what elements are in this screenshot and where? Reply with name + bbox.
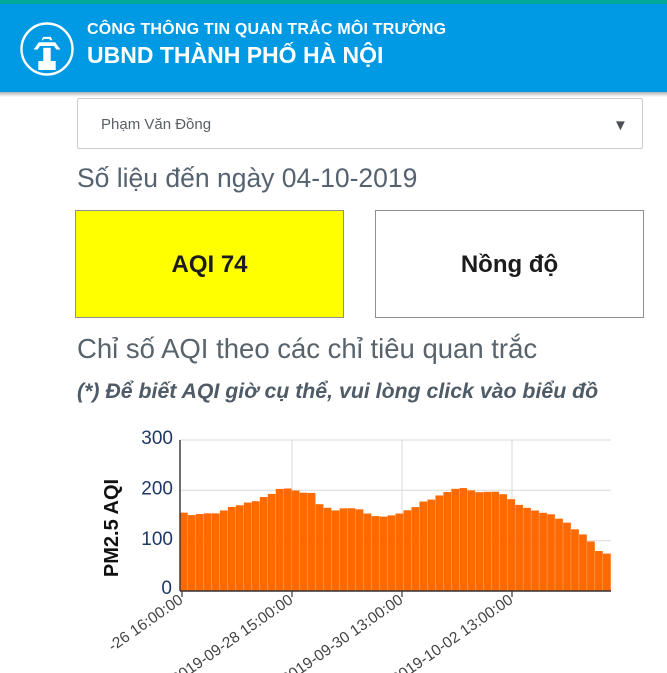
svg-text:200: 200 [141, 479, 173, 500]
svg-text:PM2.5 AQI: PM2.5 AQI [101, 479, 123, 577]
svg-text:-26 16:00:00: -26 16:00:00 [105, 591, 186, 655]
svg-text:2019-10-02 13:00:00: 2019-10-02 13:00:00 [389, 591, 517, 673]
svg-text:2019-09-30 13:00:00: 2019-09-30 13:00:00 [279, 591, 407, 673]
svg-text:300: 300 [141, 428, 173, 449]
svg-text:2019-09-28 15:00:00: 2019-09-28 15:00:00 [169, 591, 297, 673]
svg-text:100: 100 [141, 529, 173, 550]
